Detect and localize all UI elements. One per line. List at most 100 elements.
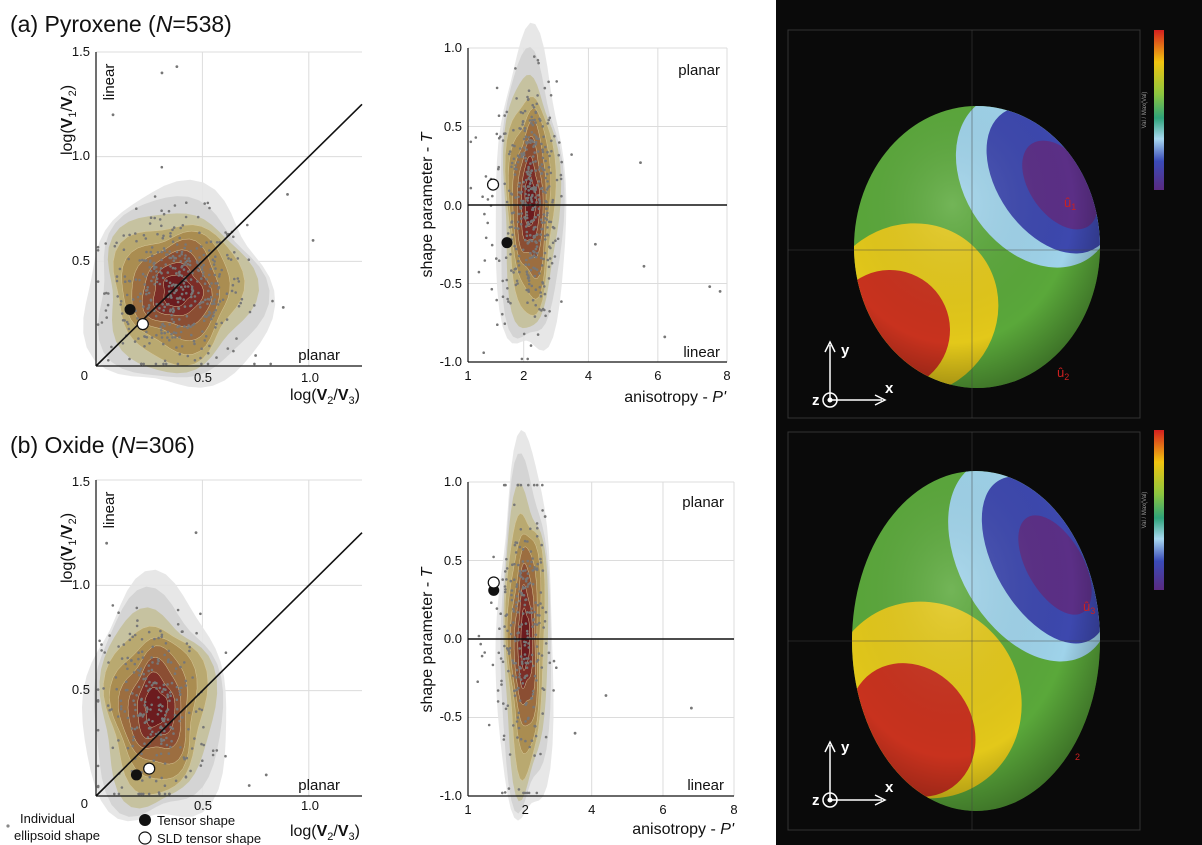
ellipsoid-point: [145, 250, 148, 254]
ellipsoid-point: [531, 193, 534, 197]
ellipsoid-point: [530, 239, 534, 243]
ellipsoid-point: [540, 543, 543, 547]
ellipsoid-point: [179, 226, 182, 230]
ellipsoid-point: [486, 221, 490, 225]
ellipsoid-point: [141, 715, 144, 718]
ellipsoid-point: [212, 263, 216, 266]
ellipsoid-point: [150, 684, 154, 687]
ellipsoid-point: [573, 731, 577, 735]
ellipsoid-point: [201, 274, 205, 277]
ellipsoid-point: [526, 141, 530, 144]
ellipsoid-point: [143, 259, 146, 262]
ellipsoid-point: [212, 299, 215, 303]
ellipsoid-point: [536, 150, 540, 153]
ellipsoid-point: [523, 109, 527, 113]
y-tick: 1.0: [72, 148, 90, 163]
ellipsoid-point: [155, 270, 158, 273]
ellipsoid-point: [172, 309, 176, 312]
ellipsoid-point: [538, 621, 541, 625]
ellipsoid-point: [161, 690, 164, 693]
ellipsoid-point: [142, 672, 145, 676]
ellipsoid-point: [546, 233, 550, 237]
ellipsoid-point: [539, 557, 542, 561]
ellipsoid-point: [525, 791, 529, 795]
ellipsoid-point: [535, 679, 538, 682]
ellipsoid-point: [511, 659, 514, 662]
ellipsoid-point: [132, 671, 136, 674]
ellipsoid-point: [118, 267, 122, 271]
ellipsoid-point: [98, 639, 101, 643]
ellipsoid-point: [178, 254, 181, 258]
ellipsoid-point: [535, 535, 539, 538]
ellipsoid-point: [164, 713, 167, 717]
ellipsoid-point: [179, 260, 183, 263]
ellipsoid-point: [540, 221, 544, 224]
ellipsoid-point: [535, 645, 539, 648]
ellipsoid-point: [210, 302, 214, 306]
ellipsoid-point: [102, 687, 105, 690]
ellipsoid-point: [216, 293, 219, 296]
ellipsoid-point: [535, 791, 539, 795]
ellipsoid-point: [528, 745, 531, 749]
ellipsoid-point: [497, 136, 501, 140]
ellipsoid-point: [524, 192, 527, 196]
ellipsoid-point: [535, 268, 539, 272]
ellipsoid-point: [521, 569, 525, 573]
ellipsoid-point: [143, 703, 147, 707]
ellipsoid-point: [175, 65, 179, 69]
ellipsoid-point: [532, 185, 536, 189]
ellipsoid-point: [534, 169, 537, 172]
ellipsoid-point: [517, 195, 520, 199]
ellipsoid-point: [145, 720, 148, 723]
ellipsoid-point: [181, 288, 185, 291]
ellipsoid-point: [545, 218, 549, 221]
ellipsoid-point: [533, 315, 537, 318]
ellipsoid-point: [593, 242, 597, 246]
ellipsoid-point: [103, 292, 106, 295]
ellipsoid-point: [165, 743, 169, 747]
ellipsoid-point: [200, 301, 203, 304]
ellipsoid-point: [529, 527, 532, 531]
ellipsoid-point: [160, 336, 164, 339]
ellipsoid-point: [152, 275, 155, 279]
ellipsoid-point: [541, 483, 544, 487]
ellipsoid-point: [549, 171, 553, 175]
ellipsoid-point: [174, 331, 178, 335]
ellipsoid-point: [170, 332, 173, 336]
ellipsoid-point: [689, 706, 693, 710]
ellipsoid-point: [531, 569, 535, 572]
ellipsoid-point: [502, 483, 506, 487]
ellipsoid-point: [133, 703, 137, 706]
ellipsoid-point: [512, 271, 515, 274]
ellipsoid-point: [490, 287, 494, 291]
ellipsoid-point: [237, 280, 241, 283]
ellipsoid-point: [139, 667, 143, 670]
ellipsoid-point: [201, 330, 204, 333]
ellipsoid-point: [167, 649, 171, 653]
ellipsoid-point: [127, 257, 130, 261]
ellipsoid-point: [202, 319, 206, 323]
ellipsoid-point: [553, 134, 556, 138]
ellipsoid-point: [531, 692, 535, 696]
ellipsoid-point: [150, 668, 154, 672]
ellipsoid-point: [639, 161, 642, 165]
ellipsoid-point: [534, 601, 537, 604]
ellipsoid-point: [504, 570, 507, 573]
ellipsoid-point: [531, 160, 535, 164]
ellipsoid-point: [169, 308, 172, 312]
ellipsoid-point: [207, 273, 211, 277]
ellipsoid-point: [496, 689, 500, 692]
ellipsoid-point: [168, 256, 171, 260]
ellipsoid-point: [96, 784, 100, 788]
ellipsoid-point: [534, 247, 538, 251]
ellipsoid-point: [220, 321, 223, 325]
ellipsoid-point: [523, 539, 527, 543]
ellipsoid-point: [144, 237, 148, 240]
ellipsoid-point: [167, 302, 170, 306]
ellipsoid-point: [166, 336, 169, 339]
ellipsoid-point: [505, 557, 508, 561]
ellipsoid-point: [171, 727, 174, 730]
ellipsoid-point: [516, 611, 520, 614]
ellipsoid-point: [545, 214, 549, 217]
